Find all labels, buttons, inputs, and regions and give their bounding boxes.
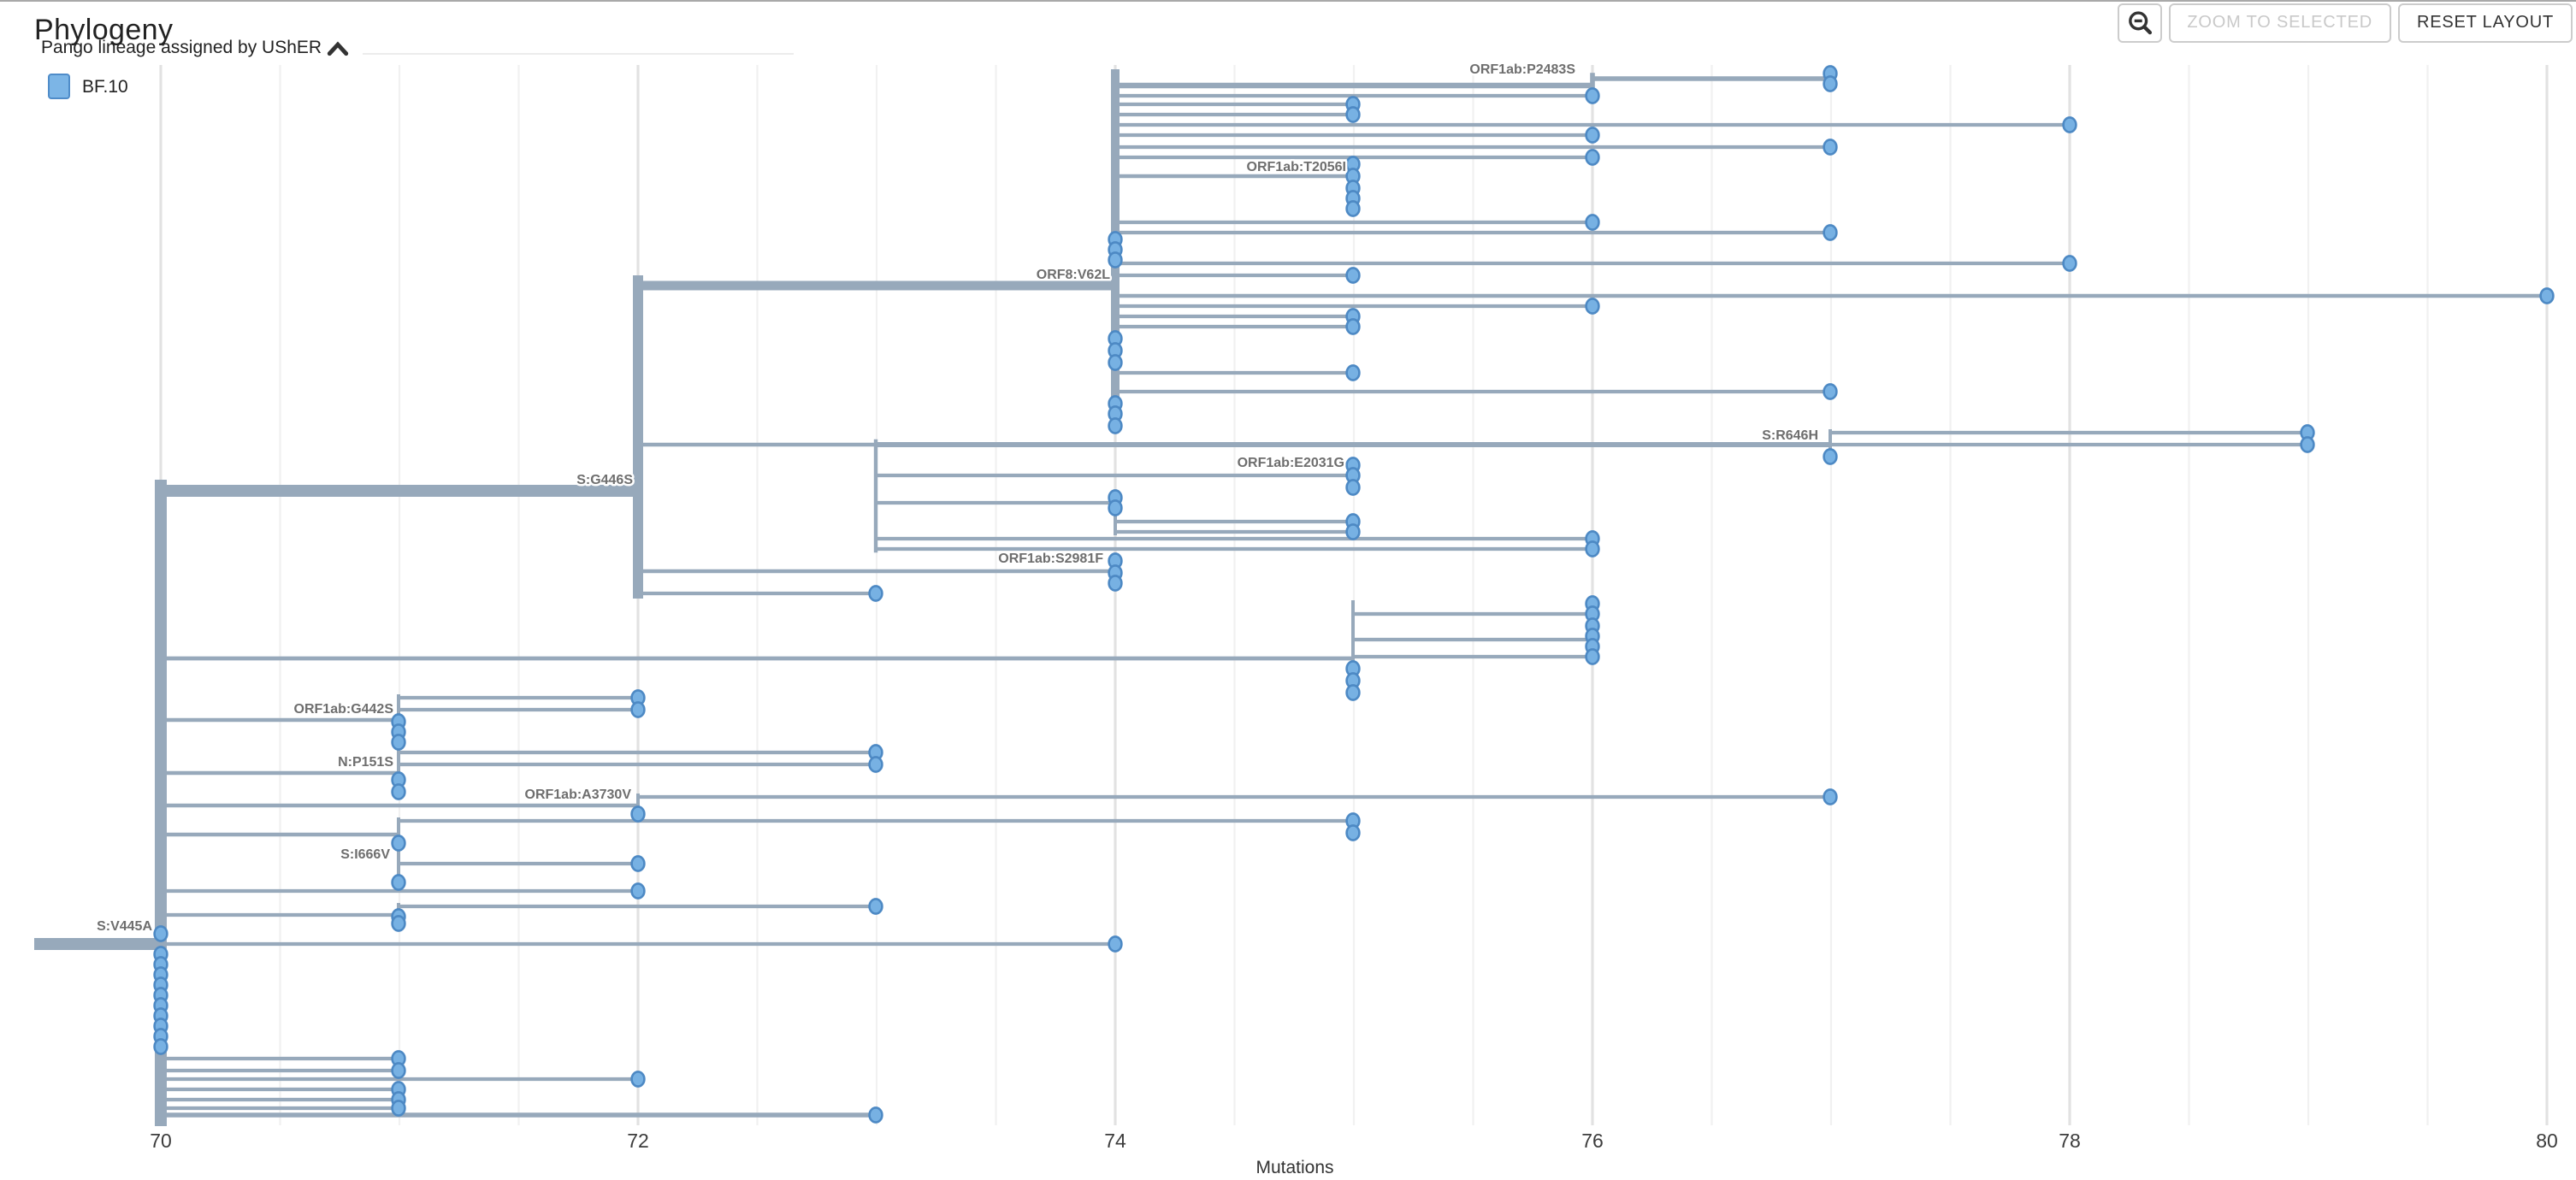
axis-tick-label: 80 [2536,1130,2558,1152]
axis-tick-label: 74 [1104,1130,1126,1152]
leaf-node-dot[interactable] [1108,417,1123,434]
panel-top-border [0,0,2576,2]
leaf-node-dot[interactable] [1585,540,1600,558]
leaf-node-dot[interactable] [2062,255,2077,272]
leaf-node-dot[interactable] [153,925,168,942]
toolbar: ZOOM TO SELECTED RESET LAYOUT [2117,3,2573,43]
legend: Pango lineage assigned by UShER BF.10 [41,38,794,99]
legend-item-bf10[interactable]: BF.10 [48,74,349,99]
leaf-node-dot[interactable] [1585,87,1600,104]
branch-mutation-label[interactable]: S:V445A [95,917,155,936]
leaf-node-dot[interactable] [2539,287,2555,304]
leaf-node-dot[interactable] [153,1038,168,1055]
magnifier-minus-icon [2128,10,2152,34]
leaf-node-dot[interactable] [1823,75,1838,92]
leaf-node-dot[interactable] [1345,523,1361,540]
leaf-node-dot[interactable] [1823,224,1838,241]
leaf-node-dot[interactable] [1345,364,1361,381]
leaf-node-dot[interactable] [1345,106,1361,123]
leaf-node-dot[interactable] [630,701,646,718]
leaf-node-dot[interactable] [868,1106,883,1124]
branch-mutation-label[interactable]: ORF1ab:A3730V [523,786,634,805]
leaf-node-dot[interactable] [1108,575,1123,592]
axis-tick-label: 72 [627,1130,649,1152]
branch-mutation-label[interactable]: ORF1ab:T2056I [1244,158,1348,177]
leaf-node-dot[interactable] [1345,684,1361,701]
leaf-node-dot[interactable] [868,756,883,773]
leaf-node-dot[interactable] [1345,318,1361,335]
leaf-node-dot[interactable] [1108,251,1123,268]
leaf-node-dot[interactable] [2062,116,2077,133]
lineage-color-swatch[interactable] [48,74,70,99]
leaf-node-dot[interactable] [391,1100,406,1117]
legend-toggle[interactable]: Pango lineage assigned by UShER [41,38,794,58]
leaf-node-dot[interactable] [1585,127,1600,144]
leaf-node-dot[interactable] [391,835,406,852]
leaf-node-dot[interactable] [391,874,406,891]
branch-mutation-label[interactable]: N:P151S [336,753,396,772]
leaf-node-dot[interactable] [1345,479,1361,496]
branch-mutation-label[interactable]: S:I666V [339,846,393,864]
branch-mutation-label[interactable]: ORF1ab:P2483S [1468,61,1578,80]
leaf-node-dot[interactable] [391,783,406,800]
zoom-out-button[interactable] [2117,3,2162,43]
leaf-node-dot[interactable] [630,1071,646,1088]
legend-divider [363,53,794,55]
leaf-node-dot[interactable] [630,855,646,872]
leaf-node-dot[interactable] [1585,214,1600,231]
axis-tick-label: 76 [1581,1130,1604,1152]
leaf-node-dot[interactable] [868,585,883,602]
reset-layout-button[interactable]: RESET LAYOUT [2397,3,2573,43]
leaf-node-dot[interactable] [1823,383,1838,400]
branch-mutation-label[interactable]: ORF8:V62L [1034,266,1112,285]
leaf-node-dot[interactable] [868,898,883,915]
page-title: Phylogeny [34,14,174,46]
leaf-node-dot[interactable] [1108,354,1123,371]
leaf-node-dot[interactable] [391,915,406,932]
leaf-node-dot[interactable] [1345,267,1361,284]
leaf-node-dot[interactable] [1585,149,1600,166]
zoom-to-selected-button[interactable]: ZOOM TO SELECTED [2168,3,2391,43]
branch-mutation-label[interactable]: ORF1ab:S2981F [996,550,1106,569]
leaf-node-dot[interactable] [1823,788,1838,805]
leaf-node-dot[interactable] [391,734,406,751]
leaf-node-dot[interactable] [2300,436,2315,453]
axis-tick-label: 70 [150,1130,172,1152]
leaf-node-dot[interactable] [1823,448,1838,465]
leaf-node-dot[interactable] [1108,499,1123,516]
branch-mutation-label[interactable]: S:G446S [575,471,635,490]
leaf-node-dot[interactable] [1108,935,1123,953]
branch-mutation-label[interactable]: ORF1ab:E2031G [1235,454,1346,473]
leaf-node-dot[interactable] [1345,824,1361,841]
legend-title: Pango lineage assigned by UShER [41,38,322,58]
leaf-node-dot[interactable] [630,805,646,823]
branch-mutation-label[interactable]: S:R646H [1760,427,1821,445]
leaf-node-dot[interactable] [1585,298,1600,315]
leaf-node-dot[interactable] [630,882,646,900]
chevron-up-icon[interactable] [327,38,349,57]
leaf-node-dot[interactable] [1823,139,1838,156]
leaf-node-dot[interactable] [1585,648,1600,665]
axis-tick-label: 78 [2059,1130,2081,1152]
legend-item-label: BF.10 [82,76,128,97]
axis-title: Mutations [1256,1158,1333,1177]
leaf-node-dot[interactable] [391,1062,406,1079]
leaf-node-dot[interactable] [1345,200,1361,217]
branch-mutation-label[interactable]: ORF1ab:G442S [292,700,396,719]
